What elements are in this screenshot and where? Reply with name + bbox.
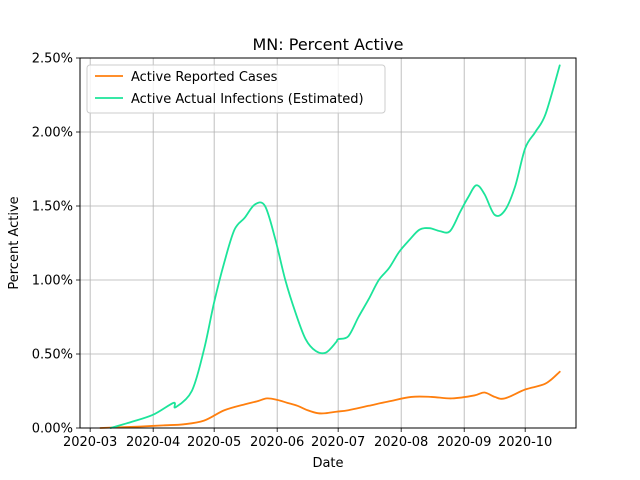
x-tick-label: 2020-05 — [187, 435, 241, 450]
legend: Active Reported Cases Active Actual Infe… — [86, 64, 386, 114]
x-tick-label: 2020-03 — [63, 435, 117, 450]
y-tick-label: 0.50% — [32, 348, 73, 363]
y-axis-label: Percent Active — [7, 196, 22, 289]
x-tick-label: 2020-10 — [498, 435, 552, 450]
x-axis: 2020-03 2020-04 2020-05 2020-06 2020-07 2020-… — [63, 428, 552, 450]
series-lines — [99, 64, 561, 429]
legend-label-estimated: Active Actual Infections (Estimated) — [131, 92, 364, 107]
y-axis: 0.00% 0.50% 1.00% 1.50% 2.00% 2.50% — [32, 52, 80, 437]
legend-label-reported: Active Reported Cases — [131, 70, 278, 85]
x-tick-label: 2020-09 — [437, 435, 491, 450]
series-line-reported — [99, 370, 561, 429]
x-axis-label: Date — [312, 456, 343, 471]
x-tick-label: 2020-06 — [250, 435, 304, 450]
chart-title: MN: Percent Active — [252, 35, 403, 54]
series-line-estimated — [109, 64, 561, 429]
y-tick-label: 1.00% — [32, 274, 73, 289]
plot-frame — [79, 57, 577, 429]
x-tick-label: 2020-08 — [374, 435, 428, 450]
x-tick-label: 2020-04 — [126, 435, 180, 450]
legend-box — [86, 64, 386, 114]
y-tick-label: 1.50% — [32, 200, 73, 215]
y-tick-label: 2.50% — [32, 52, 73, 67]
x-tick-label: 2020-07 — [311, 435, 365, 450]
y-tick-label: 0.00% — [32, 422, 73, 437]
y-tick-label: 2.00% — [32, 126, 73, 141]
